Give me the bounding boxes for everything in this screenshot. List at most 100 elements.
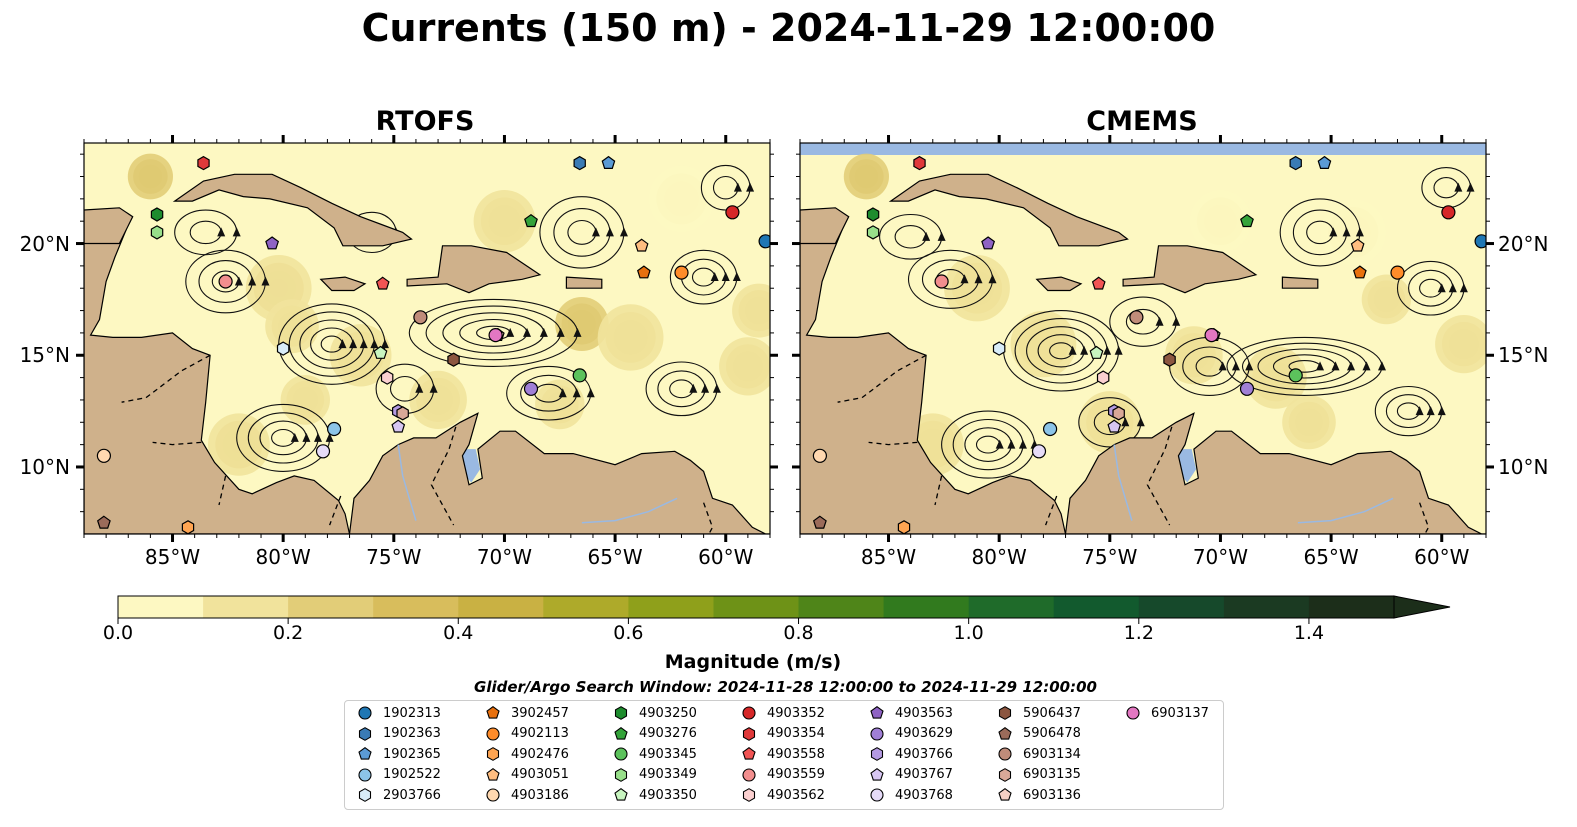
legend-label: 4903629 [895,726,953,741]
x-tick-label: 75°W [366,545,422,569]
legend-label: 6903134 [1023,746,1081,762]
float-marker-4903352 [725,205,740,220]
streamline-arrow [429,383,438,393]
legend-marker-hexagon [870,747,884,761]
legend-item: 4903051 [485,767,569,783]
panel-title-cmems: CMEMS [1086,106,1198,137]
streamline-arrow [1448,283,1457,293]
speed-contour [208,413,270,476]
float-marker-4903767 [1107,419,1122,433]
legend-marker-pentagon [358,747,372,760]
legend-item: 4903766 [869,746,953,762]
legend-label: 4903345 [639,746,697,762]
colorbar-tick-label: 1.0 [953,622,984,644]
float-marker-1902363 [573,155,586,171]
legend-label: 4903276 [639,726,697,741]
border-line [1146,426,1173,526]
legend-marker-hexagon [614,767,628,782]
legend-item: 4903767 [869,767,953,783]
legend-label: 4903349 [639,767,697,782]
streamline-arrow [586,388,595,398]
legend-item: 1902313 [357,705,441,721]
legend-marker-hexagon [998,706,1012,720]
streamline-arrow [974,274,983,284]
legend-label: 6903137 [1151,705,1209,721]
legend-label: 3902457 [511,705,569,721]
legend-marker-pentagon [614,788,628,801]
legend-item: 4903349 [613,767,697,783]
streamline-arrow [523,327,532,337]
float-marker-4903350 [373,345,388,359]
legend-marker-circle [358,706,372,720]
streamline-arrow [1331,361,1340,371]
speed-contour [280,375,330,425]
x-tick-label: 65°W [1303,545,1359,569]
land-yucatan [800,207,850,245]
colorbar-segment [1053,596,1140,618]
border-line [430,426,457,526]
float-marker-4903345 [572,368,587,383]
legend-marker-circle [742,767,756,782]
streamline-arrow [556,327,565,337]
legend-item: 2903766 [357,787,441,803]
streamline-arrow [995,439,1004,449]
streamline-arrow [1136,417,1145,427]
legend-label: 4903563 [895,705,953,721]
streamline-arrow [302,432,311,442]
streamline-arrow [591,227,600,237]
legend-marker-circle [486,726,500,741]
streamline-arrow [721,272,730,282]
legend-item: 4903352 [741,705,825,721]
float-marker-4903051 [634,238,649,252]
legend-marker-circle [742,706,756,720]
colorbar-segment [203,596,289,618]
speed-contour [1282,395,1336,450]
colorbar-segment [713,596,800,618]
legend-label: 4903768 [895,787,953,803]
legend-item: 4903558 [741,746,825,762]
legend-item: 6903134 [997,746,1081,762]
legend: 1902313 1902363 1902365 1902522 2903766 39024… [344,700,1224,810]
float-marker-6903134 [413,310,428,325]
float-marker-4902476 [181,520,195,534]
float-marker-4903051 [1350,238,1365,252]
float-marker-4903250 [866,207,880,222]
land-hispaniola [1122,245,1258,294]
river-line [1113,444,1133,521]
streamline-arrow [370,339,379,349]
legend-marker-pentagon [486,706,500,719]
streamline-arrow [349,339,358,349]
streamline-arrow [733,182,742,192]
float-marker-2903766 [992,341,1006,356]
streamline-arrow [712,383,721,393]
float-marker-6903135 [1112,406,1125,421]
speed-contour [732,283,770,338]
streamline-arrow [922,231,931,241]
river-line [1297,497,1394,524]
float-marker-4903558 [375,276,390,290]
y-tick-label: 20°N [1498,231,1549,256]
streamline-arrow [539,327,548,337]
streamline-arrow [746,182,755,192]
float-marker-1902365 [1317,155,1332,169]
speed-contour [1320,199,1387,266]
streamline-arrow [325,432,334,442]
colorbar-segment [798,596,885,618]
x-tick-label: 85°W [144,545,201,569]
streamline-arrow [290,432,299,442]
legend-marker-circle [614,747,628,761]
colorbar-segment [883,596,970,618]
streamline-arrow [314,432,323,442]
streamline-arrow [1155,316,1164,326]
legend-marker-pentagon [742,747,756,760]
streamline-arrow [380,339,389,349]
legend-marker-hexagon [742,788,756,802]
y-tick-label: 15°N [19,343,70,368]
land-cuba [888,173,1129,247]
float-marker-4903767 [391,419,406,433]
legend-item: 1902522 [357,767,441,783]
legend-item: 4902476 [485,746,569,762]
river-line [397,444,417,521]
x-tick-label: 80°W [971,545,1027,569]
border-line [218,475,227,506]
